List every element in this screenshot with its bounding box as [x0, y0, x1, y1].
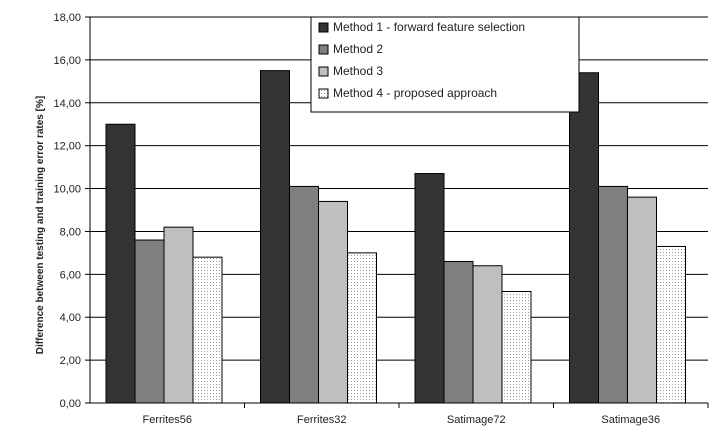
x-tick-label: Satimage36: [601, 414, 660, 426]
legend-label: Method 1 - forward feature selection: [333, 20, 525, 34]
legend-label: Method 4 - proposed approach: [333, 86, 497, 100]
bar-satimage36-series-4: [656, 245, 686, 404]
y-tick-label: 10,00: [53, 184, 81, 196]
y-tick-label: 0,00: [60, 398, 81, 410]
bar-satimage72-series-3: [472, 265, 503, 404]
y-tick-label: 4,00: [60, 312, 81, 324]
legend-label: Method 3: [333, 64, 383, 78]
bar-ferrites56-series-3: [163, 226, 194, 404]
y-tick-label: 14,00: [53, 98, 81, 110]
bar-ferrites32-series-2: [289, 185, 319, 404]
y-tick-label: 2,00: [60, 355, 81, 367]
bar-ferrites32-series-4: [347, 252, 377, 404]
x-tick-label: Ferrites32: [297, 414, 347, 426]
y-tick-label: 8,00: [60, 226, 81, 238]
y-tick-label: 16,00: [53, 55, 81, 67]
legend-swatch: [318, 88, 329, 99]
legend-swatch: [318, 22, 329, 33]
bar-ferrites32-series-1: [260, 70, 290, 404]
x-tick-label: Ferrites56: [142, 414, 192, 426]
legend-swatch: [318, 66, 329, 77]
x-tick-label: Satimage72: [447, 414, 506, 426]
legend-swatch: [318, 44, 329, 55]
bar-satimage72-series-1: [414, 173, 445, 404]
y-tick-label: 6,00: [60, 269, 81, 281]
bar-satimage72-series-2: [443, 260, 474, 404]
y-axis-label: Difference between testing and training …: [35, 96, 46, 354]
bar-ferrites56-series-2: [134, 239, 165, 404]
legend-label: Method 2: [333, 42, 383, 56]
y-tick-label: 12,00: [53, 141, 81, 153]
bar-ferrites32-series-3: [318, 200, 348, 404]
bar-satimage36-series-3: [627, 196, 657, 404]
bar-satimage36-series-1: [569, 72, 599, 404]
legend: Method 1 - forward feature selection Meth…: [310, 16, 580, 113]
bar-satimage72-series-4: [501, 290, 532, 404]
y-tick-label: 18,00: [53, 12, 81, 24]
bar-ferrites56-series-1: [105, 123, 136, 404]
bar-satimage36-series-2: [598, 185, 628, 404]
legend-box: [310, 16, 580, 113]
bar-ferrites56-series-4: [192, 256, 223, 404]
